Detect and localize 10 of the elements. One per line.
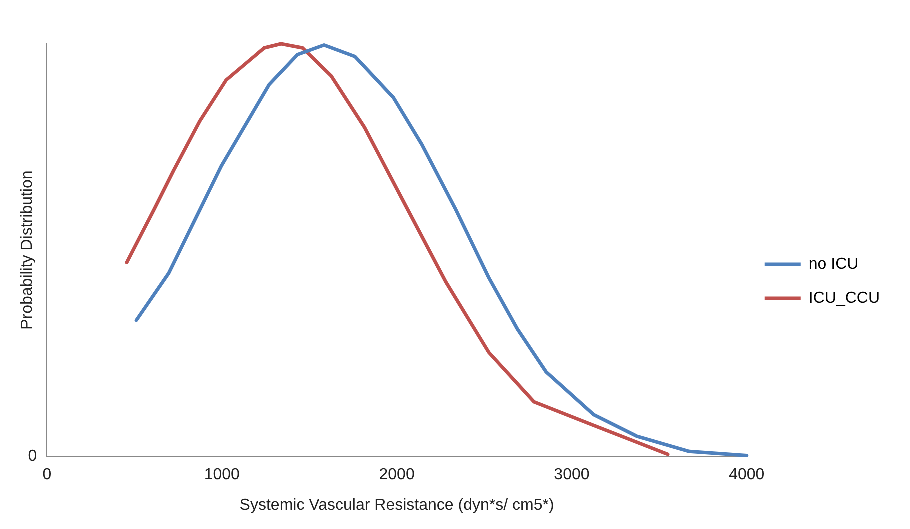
x-tick-label: 1000	[204, 466, 240, 484]
x-tick-label: 4000	[729, 466, 765, 484]
x-tick-label: 0	[42, 466, 52, 484]
x-axis-title: Systemic Vascular Resistance (dyn*s/ cm5*)	[240, 496, 554, 514]
text: 0	[28, 448, 38, 466]
x-tick-label: 3000	[554, 466, 590, 484]
x-tick-label: 2000	[379, 466, 415, 484]
legend-label: ICU_CCU	[808, 290, 880, 307]
legend-label: no ICU	[808, 256, 859, 273]
y-axis-title: Probability Distribution	[19, 170, 36, 330]
